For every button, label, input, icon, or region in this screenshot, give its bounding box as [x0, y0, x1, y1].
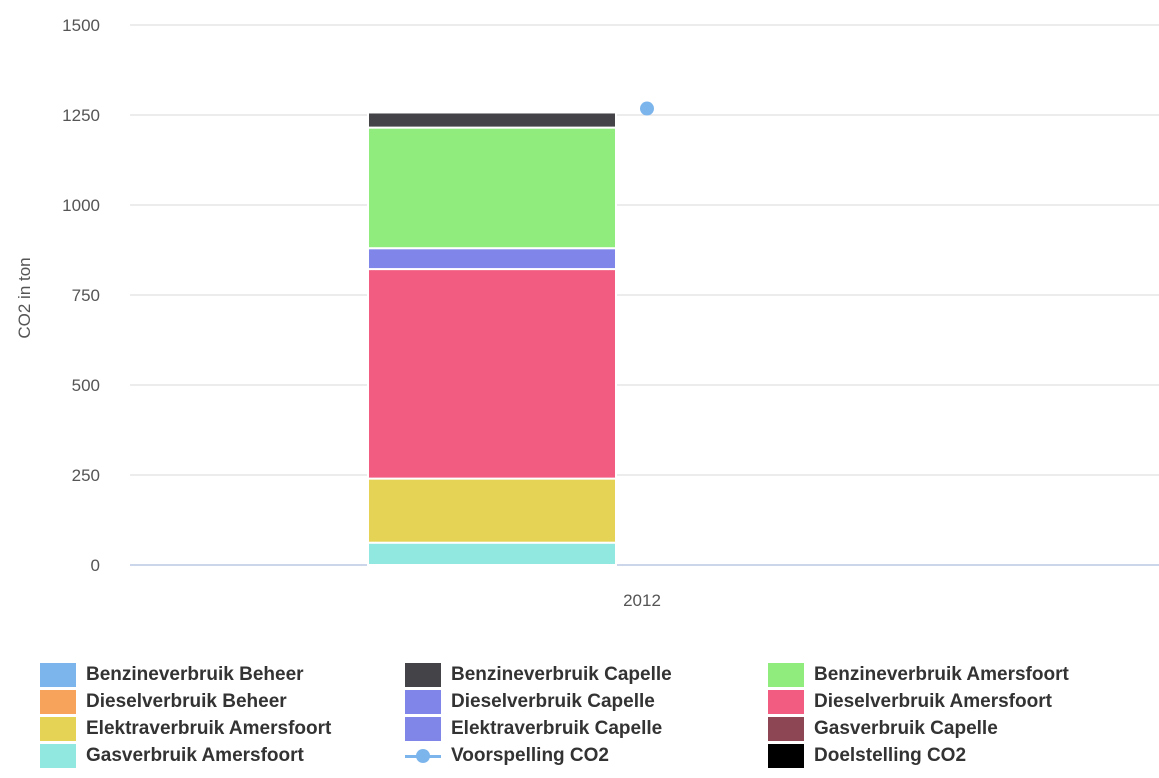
- y-axis-title: CO2 in ton: [15, 257, 34, 338]
- legend-label: Gasverbruik Amersfoort: [86, 745, 304, 766]
- legend-label: Voorspelling CO2: [451, 745, 610, 766]
- legend-swatch-icon: [768, 717, 804, 741]
- bar-stack: [367, 111, 617, 566]
- legend-item[interactable]: Dieselverbruik Amersfoort: [768, 690, 1052, 714]
- y-tick-label: 1250: [62, 106, 100, 125]
- y-tick-label: 750: [72, 286, 100, 305]
- y-tick-label: 1000: [62, 196, 100, 215]
- legend-item[interactable]: Dieselverbruik Beheer: [40, 690, 287, 714]
- legend-swatch-icon: [768, 690, 804, 714]
- y-tick-label: 1500: [62, 16, 100, 35]
- legend-row: Elektraverbruik Amersfoort Elektraverbrui…: [40, 716, 1150, 743]
- bar-segment[interactable]: [367, 126, 617, 250]
- forecast-point[interactable]: [640, 101, 654, 116]
- bar-segment[interactable]: [367, 111, 617, 129]
- legend-swatch-icon: [405, 690, 441, 714]
- bar-segment[interactable]: [367, 541, 617, 566]
- legend-swatch-icon: [40, 717, 76, 741]
- legend-swatch-icon: [40, 744, 76, 768]
- chart-legend: Benzineverbruik Beheer Benzineverbruik Ca…: [40, 662, 1150, 770]
- legend-item[interactable]: Dieselverbruik Capelle: [405, 690, 655, 714]
- legend-item[interactable]: Benzineverbruik Beheer: [40, 663, 304, 687]
- legend-item[interactable]: Gasverbruik Capelle: [768, 717, 998, 741]
- legend-row: Benzineverbruik Beheer Benzineverbruik Ca…: [40, 662, 1150, 689]
- legend-item[interactable]: Doelstelling CO2: [768, 744, 966, 768]
- legend-swatch-icon: [405, 717, 441, 741]
- legend-item[interactable]: Benzineverbruik Capelle: [405, 663, 672, 687]
- legend-item[interactable]: Elektraverbruik Amersfoort: [40, 717, 331, 741]
- y-axis-ticks: 0 250 500 750 1000 1250 1500: [62, 16, 100, 575]
- legend-item[interactable]: Gasverbruik Amersfoort: [40, 744, 304, 768]
- legend-swatch-icon: [40, 663, 76, 687]
- bar-segment[interactable]: [367, 268, 617, 480]
- y-tick-label: 250: [72, 466, 100, 485]
- x-axis-ticks: 2012: [623, 591, 661, 610]
- legend-swatch-icon: [405, 663, 441, 687]
- legend-label: Dieselverbruik Beheer: [86, 691, 287, 712]
- legend-label: Doelstelling CO2: [814, 745, 967, 766]
- bar-segment[interactable]: [367, 247, 617, 271]
- legend-label: Dieselverbruik Amersfoort: [814, 691, 1052, 712]
- forecast-markers: [640, 101, 654, 116]
- legend-label: Benzineverbruik Capelle: [451, 664, 672, 685]
- legend-label: Gasverbruik Capelle: [814, 718, 998, 739]
- x-tick-label: 2012: [623, 591, 661, 610]
- legend-label: Elektraverbruik Amersfoort: [86, 718, 332, 739]
- legend-swatch-icon: [768, 663, 804, 687]
- legend-item[interactable]: Voorspelling CO2: [405, 744, 609, 768]
- legend-label: Benzineverbruik Beheer: [86, 664, 304, 685]
- stacked-bar-chart: 0 250 500 750 1000 1250 1500 2012 CO2 in ton: [15, 16, 1159, 610]
- legend-label: Elektraverbruik Capelle: [451, 718, 663, 739]
- legend-label: Dieselverbruik Capelle: [451, 691, 655, 712]
- legend-swatch-icon: [40, 690, 76, 714]
- legend-item[interactable]: Elektraverbruik Capelle: [405, 717, 662, 741]
- legend-label: Benzineverbruik Amersfoort: [814, 664, 1069, 685]
- legend-row: Gasverbruik Amersfoort Voorspelling CO2 Do…: [40, 743, 1150, 770]
- bar-segment[interactable]: [367, 477, 617, 544]
- legend-line-marker-icon: [405, 744, 441, 768]
- legend-swatch-icon: [768, 744, 804, 768]
- y-tick-label: 0: [91, 556, 100, 575]
- legend-row: Dieselverbruik Beheer Dieselverbruik Cape…: [40, 689, 1150, 716]
- y-tick-label: 500: [72, 376, 100, 395]
- legend-item[interactable]: Benzineverbruik Amersfoort: [768, 663, 1069, 687]
